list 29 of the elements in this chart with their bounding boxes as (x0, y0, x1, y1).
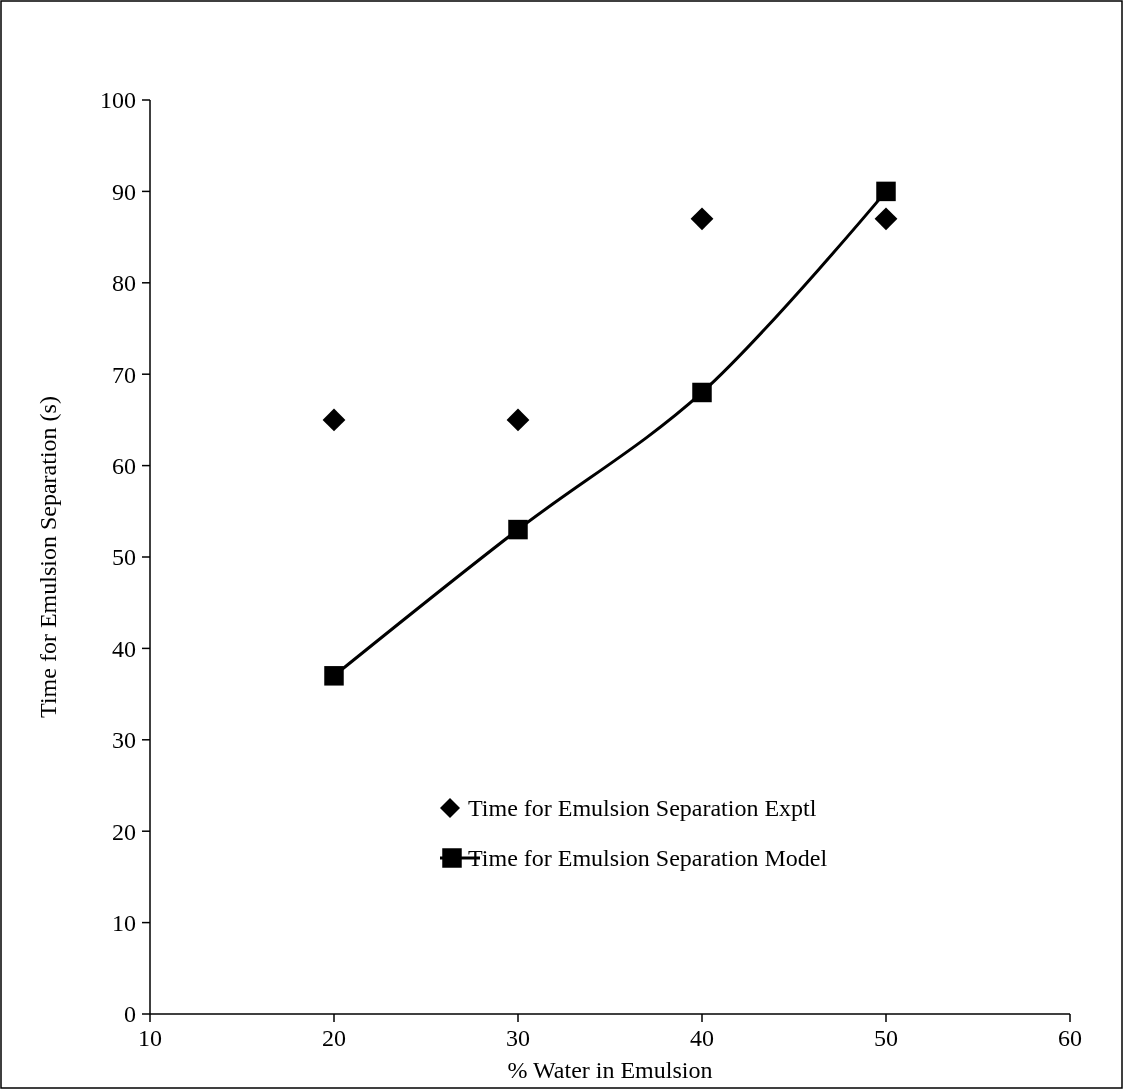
y-tick-label: 100 (100, 87, 136, 114)
point (692, 382, 712, 403)
y-tick-label: 10 (112, 910, 136, 936)
y-tick-label: 70 (112, 361, 136, 388)
point (876, 181, 896, 202)
point (874, 207, 898, 231)
legend-label: Time for Emulsion Separation Model (468, 845, 828, 872)
y-tick-label: 30 (112, 727, 136, 754)
x-tick-label: 10 (138, 1025, 162, 1051)
y-tick-label: 0 (124, 1001, 136, 1028)
point (506, 408, 530, 432)
legend-label: Time for Emulsion Separation Exptl (468, 795, 817, 822)
x-tick-label: 20 (322, 1025, 346, 1051)
point (690, 207, 714, 231)
point (324, 666, 344, 686)
x-axis-title: % Water in Emulsion (507, 1057, 713, 1083)
y-tick-label: 50 (112, 544, 136, 571)
x-tick-label: 30 (506, 1025, 530, 1051)
y-tick-label: 60 (112, 453, 136, 479)
y-axis-title: Time for Emulsion Separation (s) (35, 396, 61, 718)
point (508, 519, 528, 540)
x-tick-label: 60 (1058, 1025, 1082, 1051)
point (322, 408, 346, 432)
y-tick-label: 80 (112, 270, 136, 297)
x-tick-label: 50 (874, 1025, 898, 1051)
y-tick-label: 90 (112, 178, 136, 205)
x-tick-label: 40 (690, 1025, 714, 1051)
y-tick-label: 40 (112, 635, 136, 662)
y-tick-label: 20 (112, 818, 136, 845)
